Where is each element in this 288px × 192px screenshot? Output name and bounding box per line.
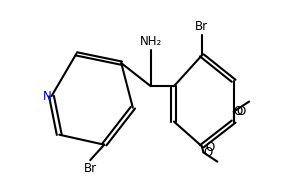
Text: Br: Br xyxy=(84,162,97,175)
Text: O: O xyxy=(203,146,213,159)
Text: O: O xyxy=(234,105,243,118)
Text: O: O xyxy=(236,105,245,118)
Text: N: N xyxy=(43,90,52,103)
Text: O: O xyxy=(205,141,214,154)
Text: Br: Br xyxy=(195,20,209,33)
Text: NH₂: NH₂ xyxy=(140,36,162,48)
